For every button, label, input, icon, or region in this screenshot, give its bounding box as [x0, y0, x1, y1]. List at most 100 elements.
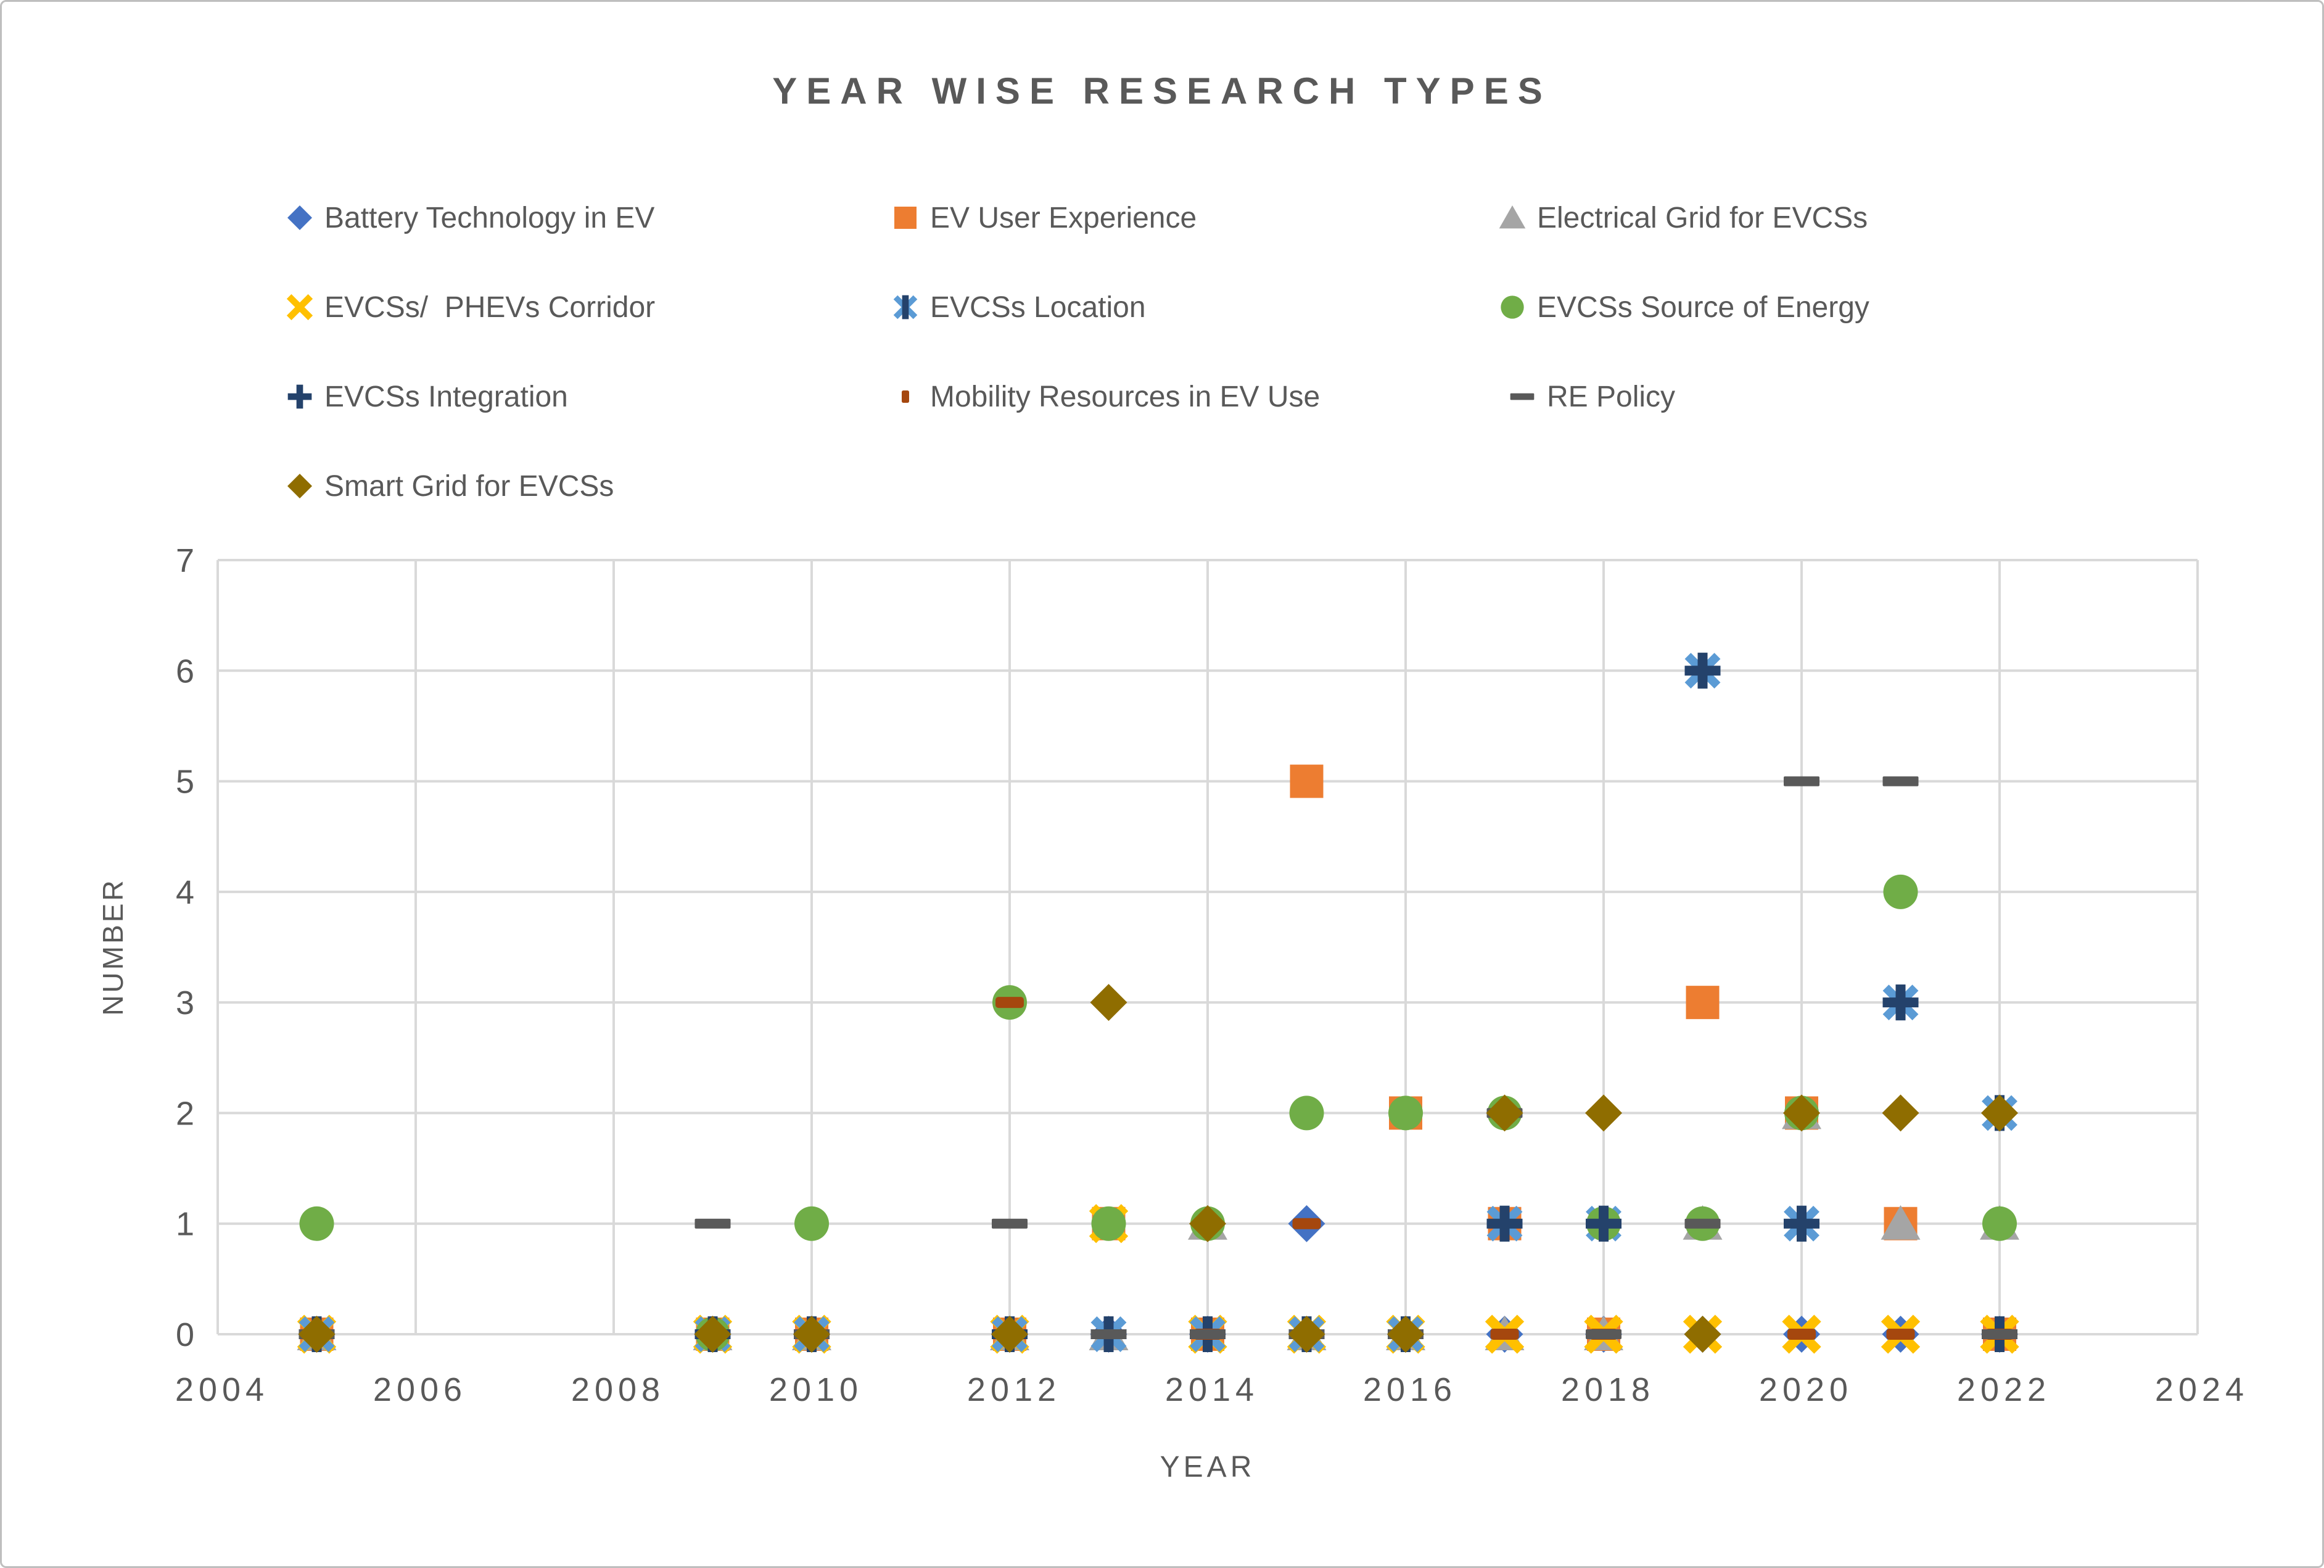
diamond-marker-icon [287, 474, 312, 498]
legend-item-electrical-grid: Electrical Grid for EVCSs [1495, 200, 1868, 235]
data-point-series7-2012 [995, 997, 1024, 1009]
data-point-series5-2010 [794, 1206, 829, 1241]
data-point-series8-2019 [1684, 1218, 1721, 1229]
x-tick-label: 2008 [571, 1371, 665, 1408]
dash-marker-icon [1505, 379, 1539, 414]
square-marker-icon [888, 200, 923, 235]
legend-item-evcss-integration: EVCSs Integration [282, 379, 568, 414]
triangle-marker-icon [1495, 200, 1530, 235]
data-point-series9-2009 [694, 1316, 731, 1353]
x-tick-label: 2012 [967, 1371, 1061, 1408]
data-point-series7-2017 [1490, 1329, 1519, 1340]
data-point-series9-2021 [1882, 1094, 1919, 1132]
data-point-series8-2021 [1882, 776, 1919, 786]
dash-marker-icon [888, 379, 923, 414]
y-tick-label: 6 [176, 653, 194, 690]
data-point-series9-2017 [1486, 1094, 1523, 1132]
diamond-marker-icon [282, 469, 317, 503]
data-point-series1-2015 [1290, 764, 1324, 798]
legend-item-phevs-corridor: EVCSs/ PHEVs Corridor [282, 290, 655, 324]
data-point-series7-2020 [1787, 1329, 1816, 1340]
x-tick-label: 2010 [769, 1371, 863, 1408]
data-point-series7-2015 [1292, 1218, 1321, 1229]
y-tick-label: 3 [176, 984, 194, 1021]
plus-marker-icon [282, 379, 317, 414]
dash-marker-icon [1510, 393, 1535, 400]
chart-title: YEAR WISE RESEARCH TYPES [772, 70, 1552, 112]
data-point-series8-2012 [992, 1218, 1028, 1229]
x-tick-label: 2014 [1165, 1371, 1259, 1408]
data-point-series9-2013 [1090, 984, 1127, 1021]
x-tick-label: 2022 [1957, 1371, 2051, 1408]
data-point-series9-2012 [991, 1316, 1028, 1353]
data-point-series9-2015 [1288, 1316, 1325, 1353]
x-tick-label: 2020 [1759, 1371, 1853, 1408]
dash-small-marker-icon [902, 390, 909, 403]
data-point-series6-2020 [1784, 1205, 1819, 1242]
circle-marker-icon [1495, 290, 1530, 324]
asterisk-marker-icon [888, 290, 923, 324]
data-point-series9-2014 [1189, 1205, 1226, 1242]
x-tick-label: 2016 [1363, 1371, 1457, 1408]
legend-item-evcss-location: EVCSs Location [888, 290, 1146, 324]
legend-label: Mobility Resources in EV Use [930, 380, 1321, 413]
legend-label: Battery Technology in EV [324, 201, 655, 234]
y-tick-label: 2 [176, 1095, 194, 1132]
x-axis-title: YEAR [1160, 1451, 1256, 1483]
data-point-series5-2022 [1982, 1206, 2017, 1241]
plus-marker-icon [287, 384, 312, 409]
data-point-series6-2017 [1486, 1205, 1523, 1242]
legend-label: Electrical Grid for EVCSs [1537, 201, 1868, 234]
y-tick-label: 1 [176, 1206, 194, 1243]
data-point-series5-2016 [1388, 1096, 1423, 1131]
data-point-series6-2021 [1882, 984, 1919, 1021]
legend-label: Smart Grid for EVCSs [324, 469, 614, 503]
data-point-series5-2021 [1883, 874, 1918, 909]
x-tick-label: 2006 [373, 1371, 467, 1408]
data-point-series9-2016 [1387, 1316, 1424, 1353]
legend-label: EVCSs Integration [324, 380, 568, 413]
diamond-marker-icon [287, 205, 312, 230]
legend-item-re-policy: RE Policy [1505, 379, 1675, 414]
legend-item-ev-user-experience: EV User Experience [888, 200, 1197, 235]
legend-label: EVCSs Location [930, 291, 1146, 324]
data-point-series9-2022 [1981, 1094, 2018, 1132]
data-point-series8-2014 [1190, 1329, 1226, 1339]
triangle-marker-icon [1499, 205, 1526, 229]
data-point-series6-2019 [1684, 653, 1721, 689]
legend-item-smart-grid: Smart Grid for EVCSs [282, 469, 614, 503]
x-marker-icon [282, 290, 317, 324]
data-point-series9-2020 [1783, 1094, 1820, 1132]
data-point-series9-2018 [1585, 1094, 1622, 1132]
y-tick-label: 0 [176, 1316, 194, 1353]
data-point-series8-2018 [1586, 1329, 1621, 1339]
diamond-marker-icon [282, 200, 317, 235]
y-tick-label: 5 [176, 764, 194, 801]
legend-label: EVCSs Source of Energy [1537, 291, 1869, 324]
data-point-series5-2013 [1091, 1206, 1126, 1241]
data-point-series8-2022 [1982, 1329, 2017, 1339]
data-point-series2-2021 [1881, 1205, 1921, 1240]
data-point-series9-2010 [793, 1316, 830, 1353]
data-point-series9-2019 [1684, 1316, 1721, 1353]
square-marker-icon [894, 207, 917, 229]
data-point-series6-2018 [1586, 1205, 1621, 1242]
data-point-series9-2005 [298, 1316, 336, 1353]
legend-item-source-of-energy: EVCSs Source of Energy [1495, 290, 1869, 324]
data-point-series5-2015 [1289, 1096, 1324, 1131]
legend-label: EV User Experience [930, 201, 1197, 234]
asterisk-marker-icon [893, 295, 918, 320]
legend-item-mobility-resources: Mobility Resources in EV Use [888, 379, 1320, 414]
x-tick-label: 2018 [1561, 1371, 1655, 1408]
data-point-series7-2021 [1886, 1329, 1915, 1340]
legend-item-battery-technology: Battery Technology in EV [282, 200, 654, 235]
data-point-series5-2005 [299, 1206, 334, 1241]
y-tick-label: 4 [176, 874, 194, 911]
legend-label: EVCSs/ PHEVs Corridor [324, 291, 656, 324]
data-point-series8-2013 [1090, 1329, 1127, 1339]
x-tick-label: 2004 [175, 1371, 269, 1408]
circle-marker-icon [1501, 295, 1524, 319]
x-tick-label: 2024 [2155, 1371, 2249, 1408]
data-point-series8-2020 [1784, 776, 1819, 786]
